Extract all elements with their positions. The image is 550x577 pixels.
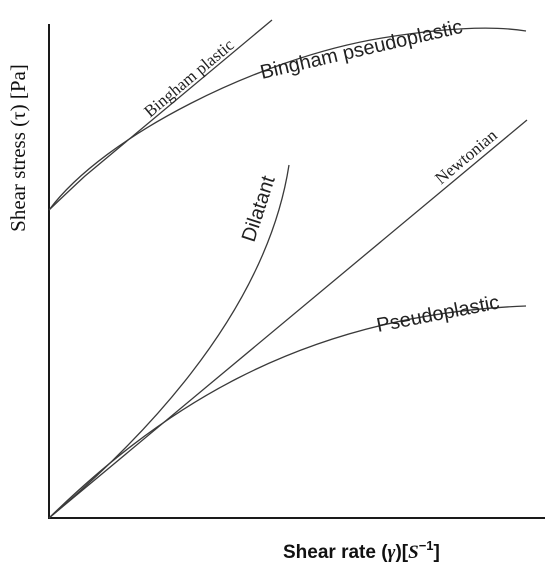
bingham-pseudoplastic-label: Bingham pseudoplastic [258,16,464,84]
x-axis-unit-open: [ [402,542,409,563]
newtonian-curve [48,119,528,519]
x-axis-label-text: Shear rate ( [283,542,388,563]
x-axis-label: Shear rate (γ)[S−1] [283,538,440,563]
bingham-plastic-curve [48,19,273,211]
newtonian-label: Newtonian [431,125,501,188]
x-axis-unit-exponent: −1 [419,538,434,553]
pseudoplastic-label: Pseudoplastic [375,292,501,337]
y-axis-label: Shear stress (τ) [Pa] [6,64,30,232]
x-axis-label-gamma: γ [388,542,396,563]
dilatant-label: Dilatant [238,173,280,245]
pseudoplastic-curve [48,305,527,519]
dilatant-curve [48,164,290,519]
bingham-plastic-label: Bingham plastic [140,35,238,121]
x-axis-unit-close: ] [434,542,440,563]
bingham-pseudoplastic-curve [48,27,527,211]
x-axis-label-close: ) [395,542,401,563]
x-axis-unit-symbol: S [408,542,419,563]
